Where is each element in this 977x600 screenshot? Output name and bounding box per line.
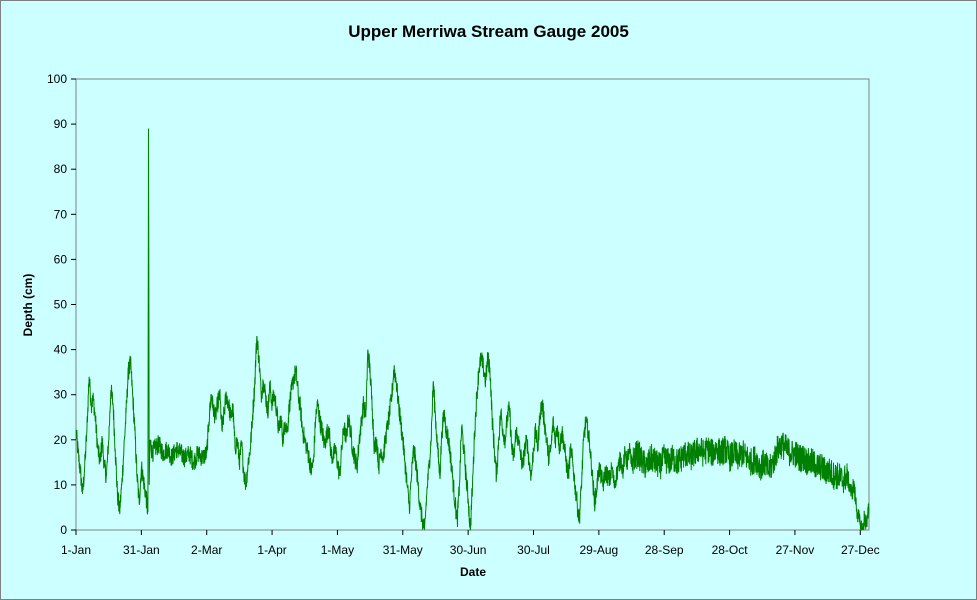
y-tick-label: 90 <box>54 117 68 131</box>
y-tick-label: 80 <box>54 162 68 176</box>
x-tick-label: 29-Aug <box>580 543 619 557</box>
chart-title: Upper Merriwa Stream Gauge 2005 <box>348 22 629 41</box>
x-tick-label: 27-Dec <box>841 543 880 557</box>
x-tick-label: 31-Jan <box>123 543 160 557</box>
y-tick-label: 70 <box>54 207 68 221</box>
x-tick-label: 1-May <box>321 543 354 557</box>
y-tick-label: 50 <box>54 298 68 312</box>
x-tick-label: 1-Jan <box>61 543 91 557</box>
x-tick-label: 28-Sep <box>645 543 684 557</box>
y-tick-label: 30 <box>54 388 68 402</box>
y-tick-label: 10 <box>54 478 68 492</box>
x-tick-label: 28-Oct <box>712 543 749 557</box>
y-tick-label: 20 <box>54 433 68 447</box>
x-tick-label: 31-May <box>383 543 423 557</box>
x-tick-label: 30-Jun <box>450 543 487 557</box>
depth-series-line <box>75 128 870 531</box>
x-tick-label: 27-Nov <box>776 543 815 557</box>
x-axis: 1-Jan 31-Jan 2-Mar 1-Apr 1-May 31-May 30-Jun 30… <box>61 530 880 557</box>
y-tick-label: 0 <box>60 523 67 537</box>
y-tick-label: 100 <box>47 72 67 86</box>
x-tick-label: 1-Apr <box>257 543 286 557</box>
x-axis-title: Date <box>459 565 487 579</box>
y-tick-label: 60 <box>54 252 68 266</box>
x-tick-label: 2-Mar <box>191 543 222 557</box>
x-tick-label: 30-Jul <box>517 543 550 557</box>
y-tick-label: 40 <box>54 343 68 357</box>
y-axis: 0 10 20 30 40 50 60 70 80 90 100 <box>47 72 76 537</box>
